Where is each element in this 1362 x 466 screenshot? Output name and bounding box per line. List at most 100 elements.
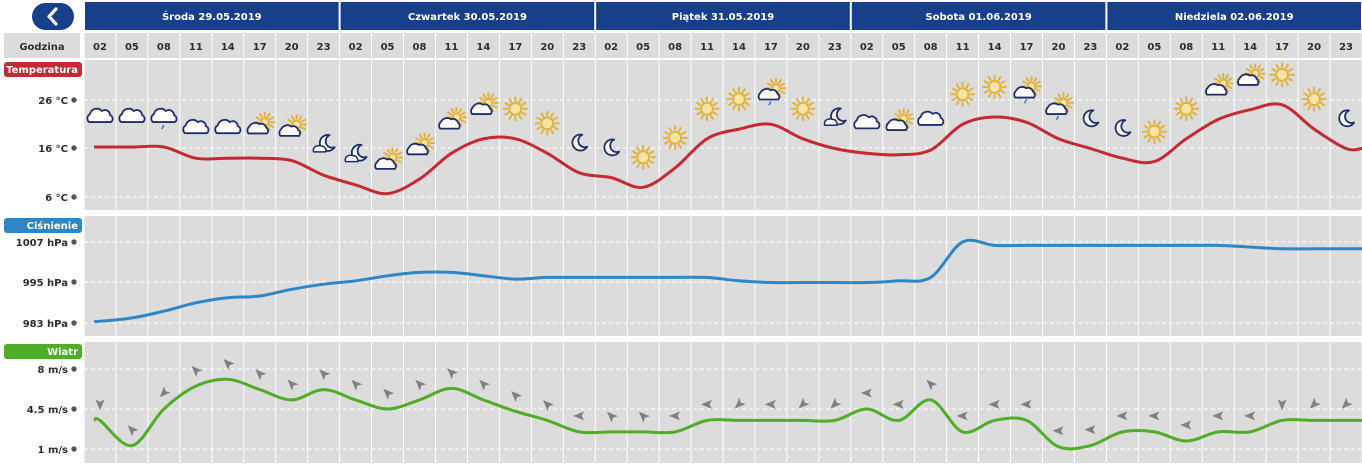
day-header <box>851 2 1106 30</box>
cloud-shape <box>86 107 114 123</box>
cloud-shape <box>853 114 881 130</box>
hour-label: 17 <box>1275 42 1289 53</box>
hour-label: 23 <box>828 42 842 53</box>
sun-ray <box>386 148 391 154</box>
partly-cloudy-day-icon <box>470 92 499 115</box>
sun-ray <box>1065 106 1070 113</box>
sun-ray <box>664 140 670 145</box>
sun-ray <box>458 121 463 127</box>
hour-cell <box>851 33 883 58</box>
sun-icon <box>630 144 656 170</box>
sun-rays <box>726 86 752 112</box>
cloud-shape <box>885 118 908 131</box>
temperature-badge <box>4 62 82 77</box>
sun-disc <box>636 150 651 165</box>
sun-ray <box>678 126 682 132</box>
wind-arrow-icon <box>956 411 968 421</box>
grid-cell <box>851 60 883 210</box>
grid-cell <box>595 342 627 463</box>
sun-ray <box>1022 80 1028 85</box>
moon-shape <box>571 133 589 152</box>
y-tick-dot <box>71 406 77 412</box>
sun-ray <box>1275 63 1280 69</box>
grid-cell <box>1202 342 1234 463</box>
wind-arrow-icon <box>223 359 235 371</box>
wind-arrow-shape <box>798 397 810 409</box>
grid-cell <box>212 216 244 336</box>
cloud-icon <box>214 119 242 135</box>
grid-cell <box>883 60 915 210</box>
partly-cloudy-day-icon <box>278 114 308 137</box>
wind-arrow-shape <box>1052 426 1064 436</box>
back-button[interactable] <box>32 3 74 30</box>
sun-ray <box>1317 88 1321 94</box>
sun-rays <box>1301 86 1327 112</box>
hour-label: 11 <box>189 42 203 53</box>
grid-cell <box>148 342 180 463</box>
y-tick-dot <box>71 145 77 151</box>
grid-cell <box>723 216 755 336</box>
wind-arrow-icon <box>638 411 650 423</box>
sun-ray <box>460 119 466 124</box>
y-tick-dot <box>71 366 77 372</box>
partly-cloudy-rain-icon <box>1013 75 1043 104</box>
sun-ray <box>1317 105 1321 111</box>
hour-cell <box>883 33 915 58</box>
cloud-shape <box>246 121 269 135</box>
wind-arrow-shape <box>926 379 938 391</box>
sun-ray <box>1035 88 1041 93</box>
grid-cell <box>1170 216 1202 336</box>
hour-cell <box>1011 33 1042 58</box>
hour-cell <box>1074 33 1106 58</box>
hour-label: 08 <box>668 42 682 53</box>
moon-shape <box>1082 109 1100 128</box>
day-header <box>340 2 595 30</box>
hour-label: 08 <box>157 42 171 53</box>
grid-cell <box>1074 216 1106 336</box>
wind-arrow-icon <box>1148 411 1160 421</box>
sun-icon <box>1301 86 1327 112</box>
sun-ray <box>1259 75 1265 80</box>
wind-arrow-icon <box>1341 397 1353 409</box>
sun-ray <box>1143 124 1149 129</box>
sun-ray <box>1271 77 1277 82</box>
wind-arrow-shape <box>1244 411 1256 421</box>
wind-arrow-icon <box>798 397 810 409</box>
wind-arrow-shape <box>1148 411 1160 421</box>
moon-icon <box>571 133 589 152</box>
moon-shape <box>603 138 621 157</box>
hour-cell <box>1106 33 1138 58</box>
sun-ray <box>664 131 670 135</box>
sun-disc <box>1147 124 1162 139</box>
cloud-shape <box>1205 83 1228 96</box>
sun-ray <box>508 114 513 120</box>
sun-rays <box>950 81 976 107</box>
sun-ray <box>1192 102 1198 106</box>
wind-arrow-icon <box>988 399 1000 409</box>
grid-cell <box>244 342 276 463</box>
hour-label: 11 <box>700 42 714 53</box>
sun-ray <box>268 124 274 128</box>
hour-label: 23 <box>572 42 586 53</box>
sun-ray <box>396 151 402 156</box>
hour-cell <box>563 33 595 58</box>
wind-arrow-shape <box>447 368 459 380</box>
moon-icon <box>1114 119 1132 137</box>
sun-rays <box>790 96 816 122</box>
grid-cell <box>1138 216 1170 336</box>
y-tick-label: 16 °C <box>38 144 68 155</box>
day-header <box>596 2 850 30</box>
wind-arrow-shape <box>830 397 842 409</box>
sun-ray <box>1303 92 1309 97</box>
hour-label: 11 <box>444 42 458 53</box>
wind-arrow-shape <box>159 386 171 398</box>
sun-ray <box>1259 67 1265 72</box>
sun-ray <box>1257 64 1261 70</box>
sun-ray <box>1179 114 1184 120</box>
grid-cell <box>308 60 340 210</box>
wind-arrow-icon <box>191 365 203 377</box>
sun-ray <box>518 114 523 120</box>
sun-ray <box>808 102 814 106</box>
grid-cell <box>435 342 467 463</box>
